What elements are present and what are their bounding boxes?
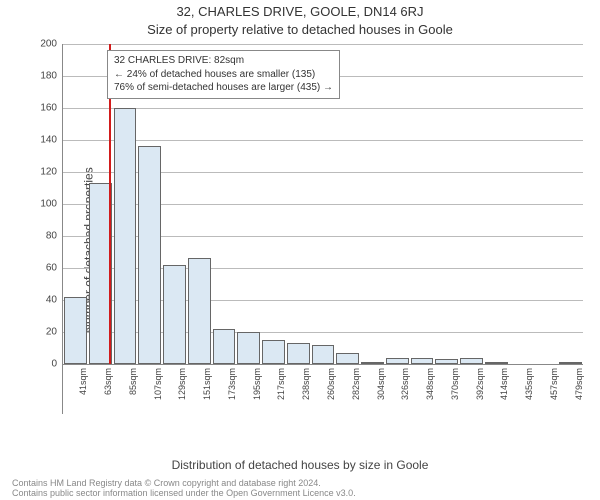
x-tick-label: 173sqm bbox=[227, 368, 237, 400]
y-tick-label: 120 bbox=[25, 167, 57, 178]
x-tick-label: 414sqm bbox=[499, 368, 509, 400]
x-tick-label: 479sqm bbox=[574, 368, 584, 400]
chart-container: 32, CHARLES DRIVE, GOOLE, DN14 6RJ Size … bbox=[0, 0, 600, 500]
histogram-bar bbox=[89, 183, 112, 364]
histogram-bar bbox=[485, 362, 508, 364]
y-tick-label: 140 bbox=[25, 135, 57, 146]
histogram-bar bbox=[188, 258, 211, 364]
histogram-bar bbox=[559, 362, 582, 364]
y-tick-label: 60 bbox=[25, 263, 57, 274]
histogram-bar bbox=[213, 329, 236, 364]
x-tick-label: 392sqm bbox=[475, 368, 485, 400]
annotation-box: 32 CHARLES DRIVE: 82sqm ← 24% of detache… bbox=[107, 50, 340, 99]
x-tick-label: 217sqm bbox=[276, 368, 286, 400]
histogram-bar bbox=[312, 345, 335, 364]
histogram-bar bbox=[435, 359, 458, 364]
footer-line-1: Contains HM Land Registry data © Crown c… bbox=[12, 478, 321, 488]
chart-title-address: 32, CHARLES DRIVE, GOOLE, DN14 6RJ bbox=[0, 4, 600, 19]
gridline bbox=[63, 108, 583, 109]
x-tick-label: 63sqm bbox=[103, 368, 113, 395]
x-tick-label: 129sqm bbox=[177, 368, 187, 400]
plot-area: 02040608010012014016018020041sqm63sqm85s… bbox=[62, 44, 583, 414]
histogram-bar bbox=[361, 362, 384, 364]
y-tick-label: 0 bbox=[25, 359, 57, 370]
annotation-line-2: ← 24% of detached houses are smaller (13… bbox=[114, 68, 333, 82]
gridline bbox=[63, 140, 583, 141]
x-tick-label: 304sqm bbox=[376, 368, 386, 400]
x-tick-label: 195sqm bbox=[252, 368, 262, 400]
footer-line-2: Contains public sector information licen… bbox=[12, 488, 356, 498]
x-axis-line bbox=[63, 364, 583, 365]
histogram-bar bbox=[386, 358, 409, 364]
histogram-bar bbox=[64, 297, 87, 364]
gridline bbox=[63, 44, 583, 45]
x-tick-label: 348sqm bbox=[425, 368, 435, 400]
histogram-bar bbox=[237, 332, 260, 364]
x-tick-label: 238sqm bbox=[301, 368, 311, 400]
x-tick-label: 107sqm bbox=[153, 368, 163, 400]
x-tick-label: 282sqm bbox=[351, 368, 361, 400]
histogram-bar bbox=[262, 340, 285, 364]
histogram-bar bbox=[460, 358, 483, 364]
x-tick-label: 326sqm bbox=[400, 368, 410, 400]
histogram-bar bbox=[114, 108, 137, 364]
histogram-bar bbox=[336, 353, 359, 364]
x-tick-label: 151sqm bbox=[202, 368, 212, 400]
y-tick-label: 100 bbox=[25, 199, 57, 210]
y-tick-label: 40 bbox=[25, 295, 57, 306]
x-tick-label: 41sqm bbox=[78, 368, 88, 395]
x-tick-label: 260sqm bbox=[326, 368, 336, 400]
annotation-line-1: 32 CHARLES DRIVE: 82sqm bbox=[114, 54, 333, 68]
x-tick-label: 435sqm bbox=[524, 368, 534, 400]
x-tick-label: 85sqm bbox=[128, 368, 138, 395]
y-tick-label: 80 bbox=[25, 231, 57, 242]
chart-subtitle: Size of property relative to detached ho… bbox=[0, 22, 600, 37]
histogram-bar bbox=[163, 265, 186, 364]
histogram-bar bbox=[411, 358, 434, 364]
y-tick-label: 180 bbox=[25, 71, 57, 82]
x-tick-label: 370sqm bbox=[450, 368, 460, 400]
x-axis-label: Distribution of detached houses by size … bbox=[0, 458, 600, 472]
histogram-bar bbox=[287, 343, 310, 364]
y-tick-label: 160 bbox=[25, 103, 57, 114]
y-tick-label: 20 bbox=[25, 327, 57, 338]
histogram-bar bbox=[138, 146, 161, 364]
y-tick-label: 200 bbox=[25, 39, 57, 50]
x-tick-label: 457sqm bbox=[549, 368, 559, 400]
annotation-line-3: 76% of semi-detached houses are larger (… bbox=[114, 81, 333, 95]
